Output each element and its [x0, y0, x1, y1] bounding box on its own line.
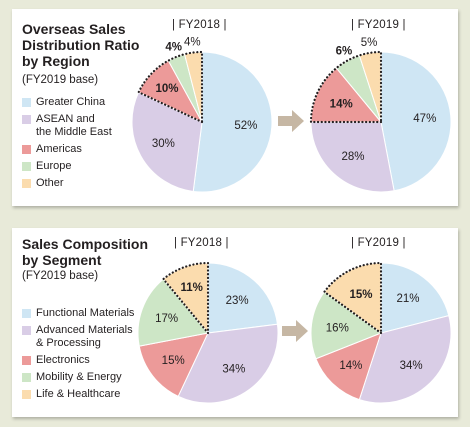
legend-label: Europe: [36, 160, 72, 172]
pie-chart-fy2019: 21% 34% 14% 16% 15%: [310, 261, 452, 404]
pie-slice-greater-china: [192, 51, 273, 193]
legend-swatch: [22, 162, 31, 171]
pie-label-electronics: 15%: [162, 355, 185, 367]
pie-label-asean-and-the-middle-east: 30%: [152, 138, 175, 150]
title-line: Sales Composition: [22, 236, 149, 252]
legend-item-americas: Americas: [22, 143, 112, 156]
pie-slice-functional-materials: [207, 262, 279, 334]
pie-label-other: 5%: [361, 37, 378, 49]
pie-label-mobility-energy: 17%: [155, 313, 178, 325]
legend-item-life-healthcare: Life & Healthcare: [22, 388, 134, 401]
pie-label-functional-materials: 23%: [226, 295, 249, 307]
region-chart-panel: Overseas Sales Distribution Ratio by Reg…: [12, 9, 458, 206]
pie-chart-fy2019: 47% 28% 14% 6% 5%: [309, 37, 452, 193]
pie-label-life-healthcare: 15%: [349, 289, 372, 301]
legend-swatch: [22, 115, 31, 124]
pie-slice-asean-and-the-middle-east: [131, 91, 203, 193]
legend-label: Electronics: [36, 354, 90, 366]
legend-label: ASEAN and the Middle East: [36, 113, 112, 138]
legend-swatch: [22, 326, 31, 335]
title-line: Overseas Sales: [22, 21, 126, 37]
title-line: by Segment: [22, 252, 102, 268]
legend-swatch: [22, 356, 31, 365]
legend-item-functional-materials: Functional Materials: [22, 307, 134, 320]
legend-label: Mobility & Energy: [36, 371, 122, 383]
pie-slice-electronics: [138, 332, 209, 398]
pie-label-mobility-energy: 16%: [326, 323, 349, 335]
legend-item-asean-and-the-middle-east: ASEAN and the Middle East: [22, 113, 112, 139]
legend-label: Americas: [36, 143, 82, 155]
pie-label-life-healthcare: 11%: [181, 282, 203, 294]
title-line: by Region: [22, 53, 90, 69]
year-label-fy2018: | FY2018 |: [172, 19, 227, 31]
legend-swatch: [22, 145, 31, 154]
segment-chart-panel: Sales Composition by Segment (FY2019 bas…: [12, 228, 458, 417]
pie-slice-functional-materials: [380, 262, 450, 334]
chart-title: Overseas Sales Distribution Ratio by Reg…: [22, 21, 172, 69]
pie-chart-fy2018: 23% 34% 15% 17% 11%: [137, 261, 279, 404]
legend-item-europe: Europe: [22, 160, 112, 173]
right-arrow-icon: [282, 320, 308, 342]
legend-label: Other: [36, 177, 64, 189]
legend-label: Functional Materials: [36, 307, 135, 319]
chart-legend: Greater China ASEAN and the Middle East Am…: [22, 96, 112, 194]
legend-swatch: [22, 309, 31, 318]
highlight-outline: [137, 50, 204, 124]
pie-label-electronics: 14%: [339, 360, 362, 372]
title-line: Distribution Ratio: [22, 37, 140, 53]
right-arrow-icon: [278, 110, 304, 132]
pie-slice-greater-china: [380, 51, 452, 192]
legend-item-mobility-energy: Mobility & Energy: [22, 371, 134, 384]
chart-title: Sales Composition by Segment: [22, 236, 172, 268]
legend-swatch: [22, 390, 31, 399]
highlight-outline: [161, 261, 210, 337]
pie-label-europe: 6%: [336, 46, 353, 58]
pie-label-americas: 10%: [155, 83, 178, 95]
pie-label-greater-china: 47%: [413, 113, 436, 125]
year-label-fy2019: | FY2019 |: [351, 237, 406, 249]
legend-swatch: [22, 98, 31, 107]
pie-label-greater-china: 52%: [234, 120, 257, 132]
highlight-outline: [322, 261, 383, 336]
pie-chart-fy2018: 52% 30% 10% 4% 4%: [131, 37, 273, 193]
legend-label: Life & Healthcare: [36, 388, 121, 400]
pie-slice-mobility-energy: [310, 291, 383, 360]
pie-label-asean-and-the-middle-east: 28%: [341, 151, 364, 163]
pie-slice-electronics: [315, 332, 382, 401]
pie-label-europe: 4%: [165, 41, 182, 53]
legend-item-greater-china: Greater China: [22, 96, 112, 109]
chart-legend: Functional Materials Advanced Materials &…: [22, 307, 134, 405]
pie-slice-other: [358, 51, 382, 123]
legend-item-electronics: Electronics: [22, 354, 134, 367]
chart-subtitle: (FY2019 base): [22, 74, 99, 86]
pie-label-advanced-materials-processing: 34%: [222, 364, 245, 376]
legend-item-advanced-materials-processing: Advanced Materials & Processing: [22, 324, 134, 350]
legend-swatch: [22, 179, 31, 188]
pie-slice-asean-and-the-middle-east: [310, 121, 395, 193]
year-label-fy2019: | FY2019 |: [351, 19, 406, 31]
chart-subtitle: (FY2019 base): [22, 270, 99, 282]
highlight-outline: [309, 50, 383, 124]
pie-slice-advanced-materials-processing: [358, 314, 452, 404]
pie-label-other: 4%: [184, 37, 201, 49]
pie-slice-mobility-energy: [137, 278, 209, 347]
legend-item-other: Other: [22, 177, 112, 190]
pie-label-advanced-materials-processing: 34%: [400, 360, 423, 372]
pie-label-americas: 14%: [330, 98, 353, 110]
year-label-fy2018: | FY2018 |: [174, 237, 229, 249]
legend-label: Greater China: [36, 96, 106, 108]
legend-label: Advanced Materials & Processing: [36, 324, 133, 349]
pie-label-functional-materials: 21%: [396, 293, 419, 305]
legend-swatch: [22, 373, 31, 382]
